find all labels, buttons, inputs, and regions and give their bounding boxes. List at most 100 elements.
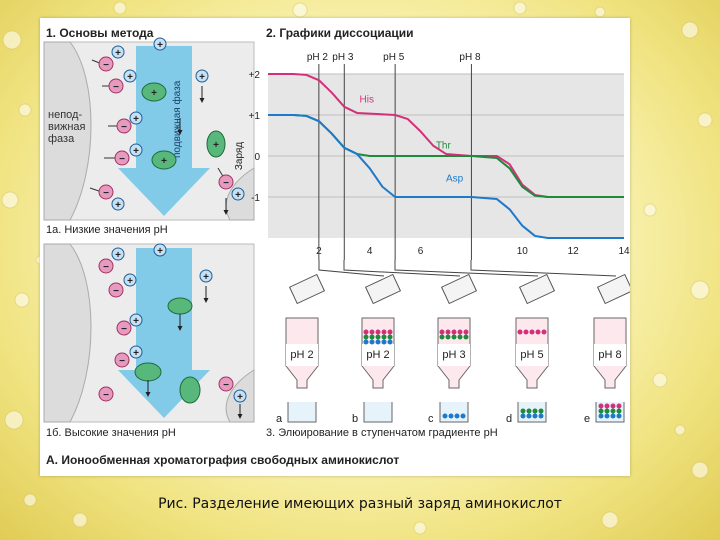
collection-beaker (363, 402, 393, 423)
eluted-amino-acid (460, 413, 466, 419)
svg-text:+: + (203, 272, 209, 283)
column-ph-label: pH 8 (598, 349, 621, 361)
svg-text:+: + (115, 200, 121, 211)
eluted-amino-acid (448, 413, 454, 419)
svg-text:+: + (199, 72, 205, 83)
buffer-reservoir (288, 273, 326, 305)
collection-beaker (439, 402, 469, 423)
svg-text:+: + (151, 88, 157, 99)
eluted-amino-acid (598, 403, 604, 409)
eluted-amino-acid (598, 413, 604, 419)
eluted-amino-acid (610, 408, 616, 414)
ph-marker-label: pH 2 (307, 52, 329, 63)
marker-connector (470, 260, 617, 277)
eluted-amino-acid (532, 413, 538, 419)
svg-text:−: − (121, 122, 127, 133)
svg-text:+: + (115, 250, 121, 261)
bound-amino-acid (457, 334, 463, 340)
svg-text:−: − (103, 390, 109, 401)
bound-amino-acid (363, 339, 369, 345)
bound-amino-acid (375, 339, 381, 345)
svg-text:−: − (119, 154, 125, 165)
bound-amino-acid (535, 329, 541, 335)
panel1a-label: 1а. Низкие значения pH (46, 224, 168, 236)
bound-amino-acid (369, 339, 375, 345)
series-label-his: His (360, 95, 374, 106)
eluted-amino-acid (616, 403, 622, 409)
y-axis-label: Заряд (234, 142, 245, 170)
stationary-label-line2: вижная (48, 121, 86, 133)
eluted-amino-acid (532, 408, 538, 414)
bound-amino-acid (387, 339, 393, 345)
eluted-amino-acid (454, 413, 460, 419)
bound-amino-acid (463, 329, 469, 335)
y-tick-label: +1 (249, 111, 261, 122)
eluted-amino-acid (604, 403, 610, 409)
buffer-reservoir (364, 273, 402, 305)
bound-amino-acid (363, 329, 369, 335)
column-letter: d (506, 413, 512, 425)
ph-marker-label: pH 5 (383, 52, 405, 63)
column-ph-label: pH 2 (290, 349, 313, 361)
eluted-amino-acid (526, 413, 532, 419)
column-ph-label: pH 2 (366, 349, 389, 361)
column-letter: a (276, 413, 283, 425)
bound-amino-acid (517, 329, 523, 335)
mobile-phase-label: подвижная фаза (171, 80, 183, 158)
bound-amino-acid (457, 329, 463, 335)
bound-amino-acid (369, 329, 375, 335)
eluted-amino-acid (616, 408, 622, 414)
x-tick-label: 4 (367, 246, 373, 257)
bound-amino-acid (439, 329, 445, 335)
svg-text:+: + (133, 114, 139, 125)
y-tick-label: -1 (251, 193, 260, 204)
svg-text:−: − (223, 380, 229, 391)
ph-marker-label: pH 8 (459, 52, 481, 63)
bound-amino-acid (529, 329, 535, 335)
collection-beaker (287, 402, 317, 423)
eluted-amino-acid (616, 413, 622, 419)
svg-text:−: − (121, 324, 127, 335)
marker-connector (394, 260, 539, 277)
bound-amino-acid (439, 334, 445, 340)
svg-text:+: + (213, 140, 219, 151)
elution-columns: pH 2 a pH 2 b pH 3 c pH 5 d pH 8 e (276, 260, 630, 425)
eluted-amino-acid (610, 413, 616, 419)
eluted-amino-acid (526, 408, 532, 414)
svg-text:+: + (157, 40, 163, 51)
bound-amino-acid (541, 329, 547, 335)
ph-marker-label: pH 3 (332, 52, 354, 63)
x-tick-label: 12 (568, 246, 580, 257)
svg-text:−: − (119, 356, 125, 367)
column-letter: c (428, 413, 434, 425)
stationary-label-line3: фаза (48, 133, 75, 145)
panel1b-label: 1б. Высокие значения pH (46, 427, 176, 439)
panel3-title: 3. Элюирование в ступенчатом градиенте p… (266, 427, 498, 439)
column-resin (516, 344, 548, 366)
dissociation-chart: +2+10-1Заряд246101214pH 2pH 3pH 5pH 8His… (234, 52, 630, 260)
bound-amino-acid (445, 329, 451, 335)
bound-amino-acid (363, 334, 369, 340)
svg-text:+: + (133, 316, 139, 327)
svg-text:−: − (113, 286, 119, 297)
column-ph-label: pH 5 (520, 349, 543, 361)
stationary-label-line1: непод- (48, 109, 82, 121)
svg-text:−: − (103, 262, 109, 273)
eluted-amino-acid (520, 408, 526, 414)
mobile-phase-arrow-a (118, 46, 210, 216)
svg-text:+: + (161, 156, 167, 167)
column-ph-label: pH 3 (442, 349, 465, 361)
series-label-thr: Thr (436, 141, 452, 152)
figure-title: А. Ионообменная хроматография свободных … (46, 453, 399, 467)
eluted-amino-acid (538, 413, 544, 419)
svg-text:+: + (133, 146, 139, 157)
bound-amino-acid (375, 334, 381, 340)
svg-text:+: + (115, 48, 121, 59)
eluted-amino-acid (604, 408, 610, 414)
bound-amino-acid (387, 329, 393, 335)
svg-text:+: + (237, 392, 243, 403)
stationary-phase-a (43, 41, 92, 221)
svg-text:+: + (157, 246, 163, 257)
eluted-amino-acid (598, 408, 604, 414)
